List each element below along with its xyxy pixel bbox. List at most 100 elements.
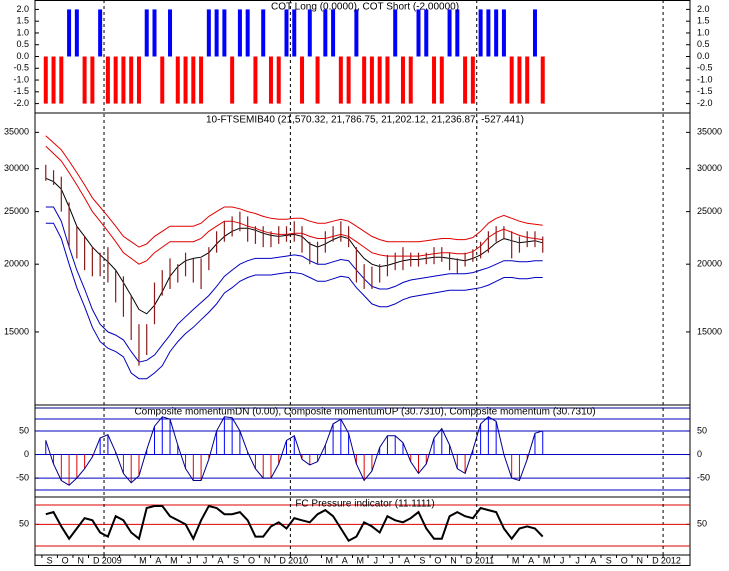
- y-tick-label-right: 1.0: [697, 27, 710, 37]
- y-tick-label-left: -1.0: [13, 74, 29, 84]
- x-tick-label: J: [187, 555, 192, 565]
- y-tick-label-right: 30000: [697, 163, 722, 173]
- band-line: [45, 135, 543, 248]
- cot-bar: [408, 56, 413, 104]
- cot-bar: [90, 56, 95, 104]
- cot-bar: [237, 9, 242, 57]
- cot-bar: [113, 56, 118, 104]
- pressure-line: [45, 504, 544, 543]
- cot-bar: [362, 56, 367, 104]
- x-tick-label: J: [374, 555, 379, 565]
- cot-bar: [98, 9, 103, 57]
- y-tick-label-right: 2.0: [697, 4, 710, 14]
- cot-bar: [144, 9, 149, 57]
- x-tick-label: S: [47, 555, 53, 565]
- cot-bar: [183, 56, 188, 104]
- cot-bar: [331, 9, 336, 57]
- cot-bar: [51, 56, 56, 104]
- cot-bar: [300, 56, 305, 104]
- x-tick-label: N: [264, 555, 271, 565]
- cot-bar: [67, 9, 72, 57]
- x-tick-label: A: [590, 555, 596, 565]
- cot-bar: [175, 56, 180, 104]
- x-tick-label: J: [575, 555, 580, 565]
- y-tick-label-left: 15000: [4, 326, 29, 336]
- y-tick-label-left: 30000: [4, 163, 29, 173]
- y-tick-label-right: 20000: [697, 259, 722, 269]
- cot-bar: [385, 56, 390, 104]
- x-tick-label: N: [450, 555, 457, 565]
- cot-bar: [315, 56, 320, 104]
- y-tick-label-right: 50: [697, 519, 707, 529]
- cot-bar: [206, 9, 211, 57]
- x-tick-label: A: [155, 555, 161, 565]
- x-tick-label: M: [139, 555, 147, 565]
- cot-bar: [369, 56, 374, 104]
- x-tick-label: 2009: [102, 555, 122, 565]
- y-tick-label-left: -1.5: [13, 86, 29, 96]
- y-tick-label-left: 0: [24, 449, 29, 459]
- x-tick-label: D: [93, 555, 100, 565]
- momentum-line: [45, 416, 543, 486]
- cot-bar: [307, 9, 312, 57]
- cot-bar: [74, 9, 79, 57]
- y-tick-label-right: 0: [697, 449, 702, 459]
- x-tick-label: 2011: [475, 555, 494, 565]
- cot-bar: [377, 56, 382, 104]
- cot-bar: [199, 56, 204, 104]
- cot-bar: [129, 56, 134, 104]
- cot-bar: [230, 56, 235, 104]
- cot-bar: [470, 56, 475, 104]
- y-tick-label-left: 25000: [4, 206, 29, 216]
- cot-bar: [432, 56, 437, 104]
- x-tick-label: M: [543, 555, 551, 565]
- cot-bar: [346, 56, 351, 104]
- y-tick-label-right: -2.0: [697, 98, 713, 108]
- cot-bar: [276, 56, 281, 104]
- cot-bar: [214, 9, 219, 57]
- y-tick-label-left: -2.0: [13, 98, 29, 108]
- cot-bar: [424, 9, 429, 57]
- y-tick-label-right: -1.5: [697, 86, 713, 96]
- cot-bar: [439, 56, 444, 104]
- y-tick-label-left: 0.0: [16, 51, 29, 61]
- x-tick-label: D: [466, 555, 473, 565]
- y-tick-label-right: 0.0: [697, 51, 710, 61]
- x-tick-label: A: [342, 555, 348, 565]
- x-tick-label: 2012: [661, 555, 681, 565]
- y-tick-label-right: 0.5: [697, 39, 710, 49]
- cot-bar: [323, 9, 328, 57]
- x-tick-label: 2010: [288, 555, 308, 565]
- y-tick-label-right: 15000: [697, 326, 722, 336]
- x-tick-label: J: [560, 555, 565, 565]
- x-tick-label: S: [419, 555, 425, 565]
- y-tick-label-left: 1.5: [16, 16, 29, 26]
- cot-bar: [517, 56, 522, 104]
- cot-bar: [136, 56, 141, 104]
- panel-title: COT Long (0.0000), COT Short (-2.00000): [271, 2, 459, 13]
- cot-bar: [463, 56, 468, 104]
- cot-bar: [494, 9, 499, 57]
- y-tick-label-left: 50: [19, 519, 29, 529]
- y-tick-label-right: 35000: [697, 127, 722, 137]
- cot-bar: [43, 56, 48, 104]
- y-tick-label-right: 1.5: [697, 16, 710, 26]
- x-tick-label: O: [62, 555, 69, 565]
- cot-bar: [152, 9, 157, 57]
- x-tick-label: A: [217, 555, 223, 565]
- x-tick-label: J: [203, 555, 208, 565]
- cot-bar: [540, 56, 545, 104]
- x-tick-label: M: [170, 555, 178, 565]
- y-tick-label-right: 25000: [697, 206, 722, 216]
- x-tick-label: O: [248, 555, 255, 565]
- band-line: [45, 206, 543, 363]
- x-tick-label: N: [77, 555, 84, 565]
- cot-bar: [82, 56, 87, 104]
- y-tick-label-left: -0.5: [13, 63, 29, 73]
- cot-bar: [222, 9, 227, 57]
- panel-title: 10-FTSEMIB40 (21,570.32, 21,786.75, 21,2…: [206, 115, 524, 126]
- cot-bar: [292, 9, 297, 57]
- cot-bar: [245, 9, 250, 57]
- y-tick-label-right: 50: [697, 425, 707, 435]
- cot-bar: [416, 9, 421, 57]
